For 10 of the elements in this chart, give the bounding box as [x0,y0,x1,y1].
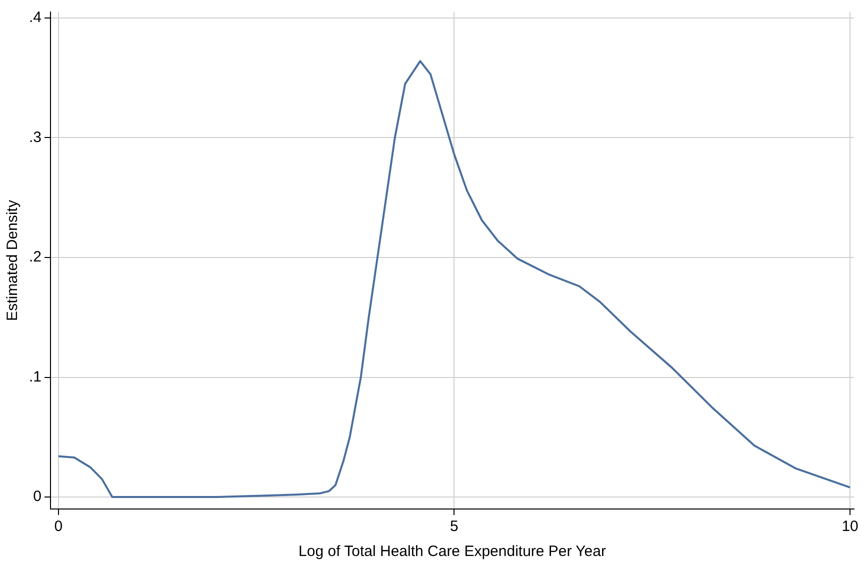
x-tick-label: 0 [54,518,63,536]
x-tick-label: 5 [450,518,458,536]
x-tick-label: 10 [842,518,858,536]
y-tick-label: 0 [33,488,42,506]
y-tick-label: .3 [28,128,42,146]
y-tick-label: .1 [28,368,42,386]
y-tick-label: .2 [28,248,42,266]
x-axis-title: Log of Total Health Care Expenditure Per Year [298,543,606,560]
y-tick-label: .4 [28,9,42,26]
y-axis-title: Estimated Density [4,200,22,321]
